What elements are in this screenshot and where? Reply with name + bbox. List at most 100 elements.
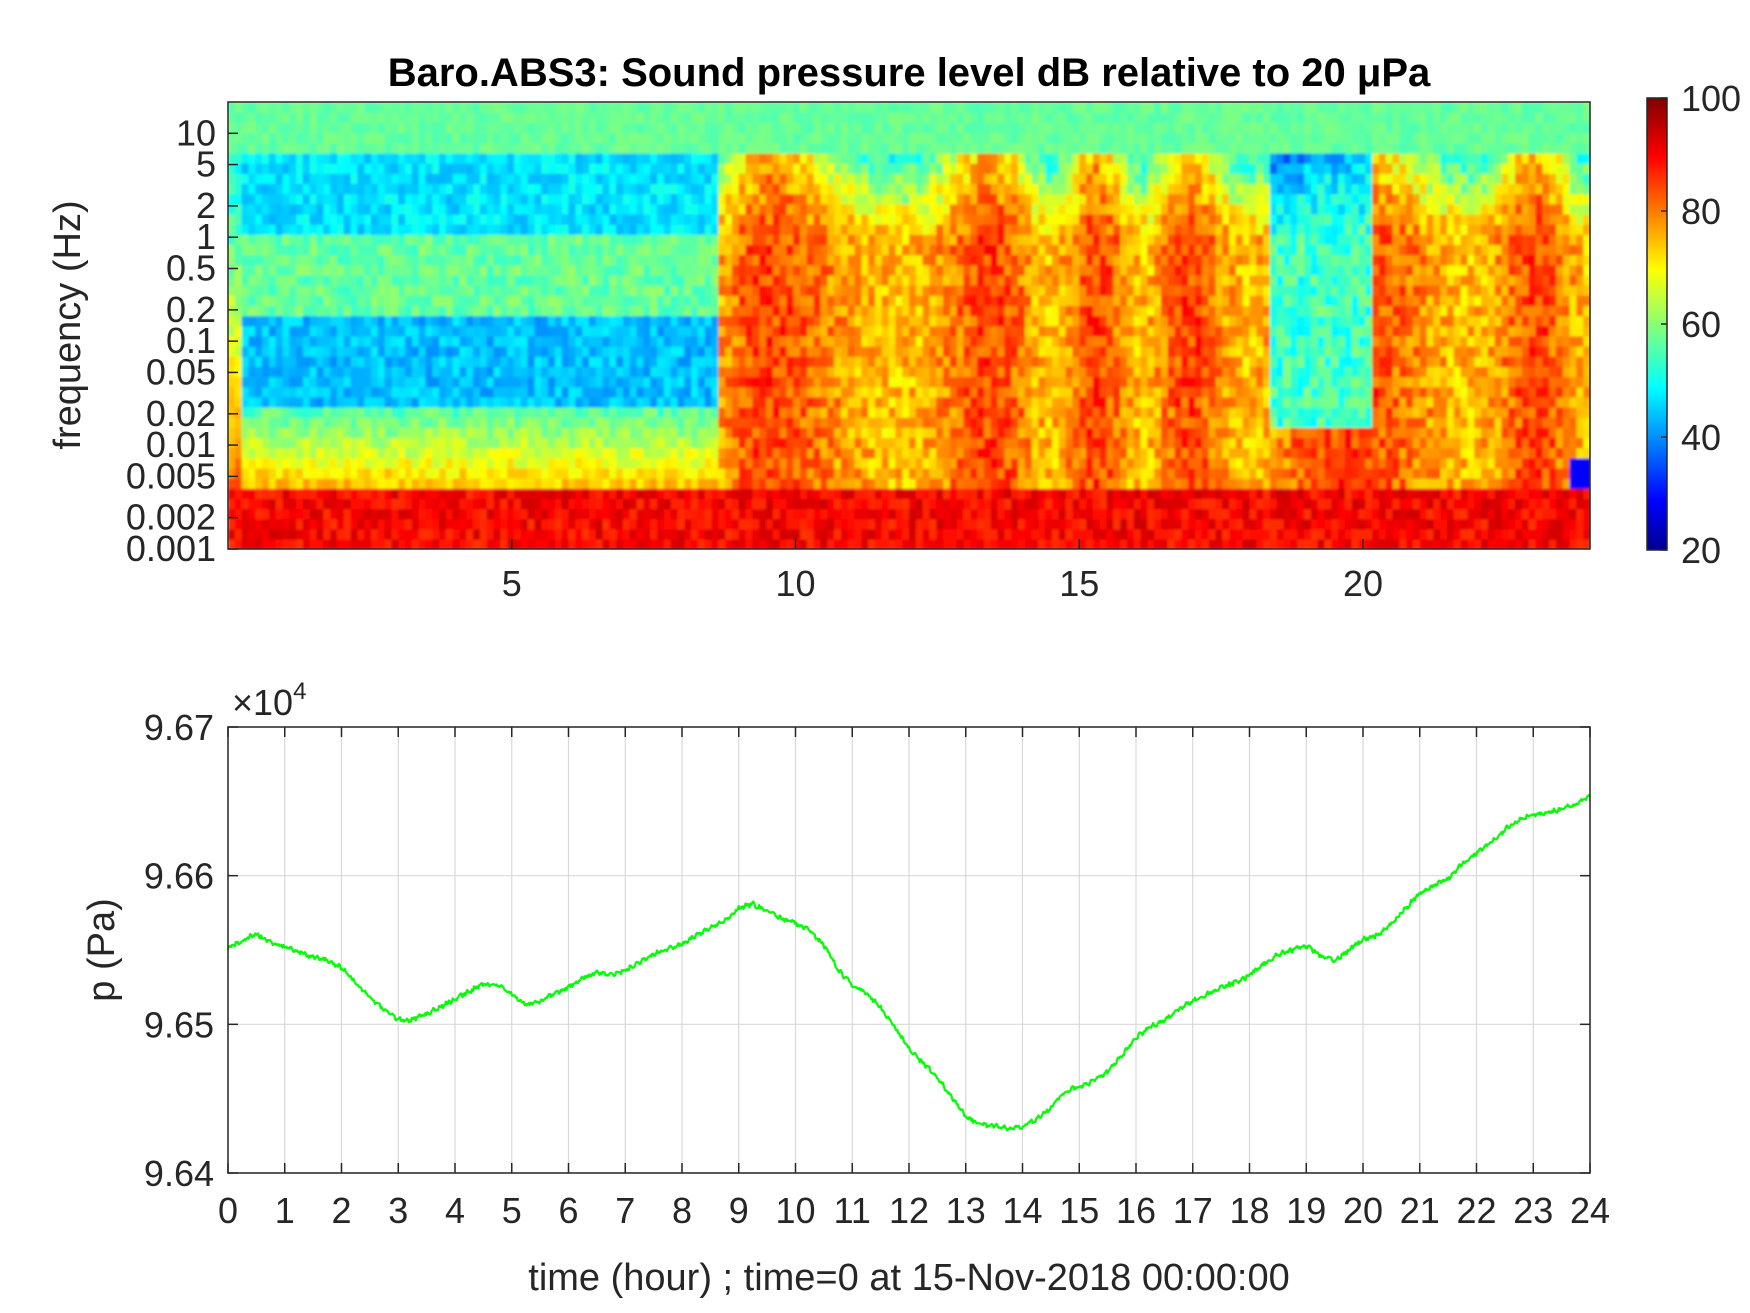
- spectrogram-cell: [1045, 447, 1053, 459]
- spectrogram-cell: [609, 467, 617, 479]
- spectrogram-cell: [861, 386, 869, 398]
- spectrogram-cell: [418, 366, 427, 378]
- spectrogram-cell: [1113, 295, 1121, 306]
- spectrogram-cell: [1399, 467, 1407, 479]
- spectrogram-cell: [1487, 518, 1496, 530]
- spectrogram-cell: [1467, 386, 1476, 398]
- spectrogram-cell: [1065, 457, 1074, 469]
- spectrogram-cell: [1324, 335, 1333, 347]
- spectrogram-cell: [1222, 457, 1230, 469]
- spectrogram-cell: [377, 345, 386, 357]
- spectrogram-cell: [636, 416, 645, 428]
- spectrogram-cell: [255, 477, 263, 489]
- spectrogram-cell: [1331, 477, 1339, 489]
- spectrogram-cell: [1392, 366, 1401, 378]
- spectrogram-cell: [568, 508, 577, 520]
- spectrogram-cell: [1045, 305, 1053, 317]
- spectrogram-cell: [364, 477, 372, 489]
- spectrogram-cell: [425, 366, 434, 378]
- spectrogram-cell: [929, 355, 938, 367]
- spectrogram-cell: [663, 335, 672, 347]
- spectrogram-cell: [1297, 386, 1305, 398]
- spectrogram-cell: [1372, 457, 1380, 469]
- spectrogram-cell: [1528, 325, 1537, 337]
- spectrogram-cell: [357, 396, 365, 408]
- spectrogram-cell: [296, 477, 304, 489]
- spectrogram-cell: [1140, 437, 1149, 449]
- spectrogram-cell: [929, 427, 938, 439]
- spectrogram-cell: [262, 355, 270, 367]
- spectrogram-cell: [718, 488, 726, 500]
- spectrogram-cell: [888, 538, 897, 549]
- spectrogram-cell: [1446, 538, 1455, 549]
- spectrogram-cell: [1501, 295, 1510, 306]
- spectrogram-cell: [820, 376, 829, 388]
- spectrogram-cell: [1412, 528, 1421, 540]
- spectrogram-cell: [554, 508, 563, 520]
- spectrogram-cell: [752, 447, 760, 459]
- spectrogram-cell: [1017, 345, 1026, 357]
- spectrogram-cell: [1419, 518, 1428, 530]
- spectrogram-cell: [943, 355, 951, 367]
- spectrogram-cell: [1126, 406, 1135, 418]
- spectrogram-cell: [371, 538, 379, 549]
- spectrogram-cell: [309, 386, 318, 398]
- spectrogram-cell: [752, 488, 760, 500]
- spectrogram-cell: [1201, 457, 1210, 469]
- spectrogram-cell: [330, 315, 338, 327]
- spectrogram-cell: [1126, 457, 1135, 469]
- spectrogram-cell: [282, 295, 291, 306]
- spectrogram-cell: [1378, 386, 1387, 398]
- spectrogram-cell: [452, 315, 461, 327]
- spectrogram-cell: [847, 447, 856, 459]
- spectrogram-cell: [275, 427, 284, 439]
- spectrogram-cell: [1038, 528, 1046, 540]
- spectrogram-cell: [1460, 366, 1469, 378]
- spectrogram-cell: [357, 355, 365, 367]
- spectrogram-cell: [534, 538, 543, 549]
- spectrogram-cell: [241, 518, 250, 530]
- spectrogram-cell: [874, 447, 883, 459]
- spectrogram-cell: [1324, 488, 1333, 500]
- spectrogram-cell: [282, 315, 291, 327]
- spectrogram-cell: [847, 518, 856, 530]
- spectrogram-cell: [725, 376, 733, 388]
- spectrogram-cell: [384, 366, 393, 378]
- spectrogram-cell: [650, 416, 658, 428]
- spectrogram-cell: [1358, 335, 1367, 347]
- spectrogram-cell: [902, 305, 910, 317]
- spectrogram-cell: [854, 305, 863, 317]
- spectrogram-cell: [983, 406, 992, 418]
- spectrogram-cell: [765, 386, 774, 398]
- spectrogram-cell: [731, 538, 740, 549]
- spectrogram-cell: [343, 366, 352, 378]
- spectrogram-cell: [1222, 345, 1230, 357]
- spectrogram-cell: [1317, 376, 1326, 388]
- spectrogram-cell: [888, 518, 897, 530]
- spectrogram-cell: [554, 325, 563, 337]
- spectrogram-cell: [820, 386, 829, 398]
- spectrogram-cell: [657, 366, 665, 378]
- spectrogram-cell: [534, 315, 543, 327]
- spectrogram-cell: [582, 467, 590, 479]
- spectrogram-cell: [398, 366, 406, 378]
- spectrogram-cell: [588, 366, 597, 378]
- spectrogram-cell: [806, 315, 815, 327]
- spectrogram-cell: [1433, 437, 1441, 449]
- spectrogram-cell: [1188, 325, 1196, 337]
- spectrogram-cell: [1412, 467, 1421, 479]
- spectrogram-cell: [486, 376, 495, 388]
- spectrogram-cell: [541, 305, 549, 317]
- spectrogram-cell: [316, 498, 325, 510]
- spectrogram-cell: [1481, 427, 1489, 439]
- spectrogram-cell: [1460, 406, 1469, 418]
- spectrogram-cell: [1058, 518, 1067, 530]
- spectrogram-cell: [479, 416, 488, 428]
- spectrogram-cell: [704, 386, 713, 398]
- spectrogram-cell: [350, 315, 359, 327]
- spectrogram-cell: [800, 295, 808, 306]
- spectrogram-cell: [439, 376, 447, 388]
- spectrogram-cell: [800, 366, 808, 378]
- spectrogram-cell: [364, 427, 372, 439]
- spectrogram-cell: [1440, 447, 1448, 459]
